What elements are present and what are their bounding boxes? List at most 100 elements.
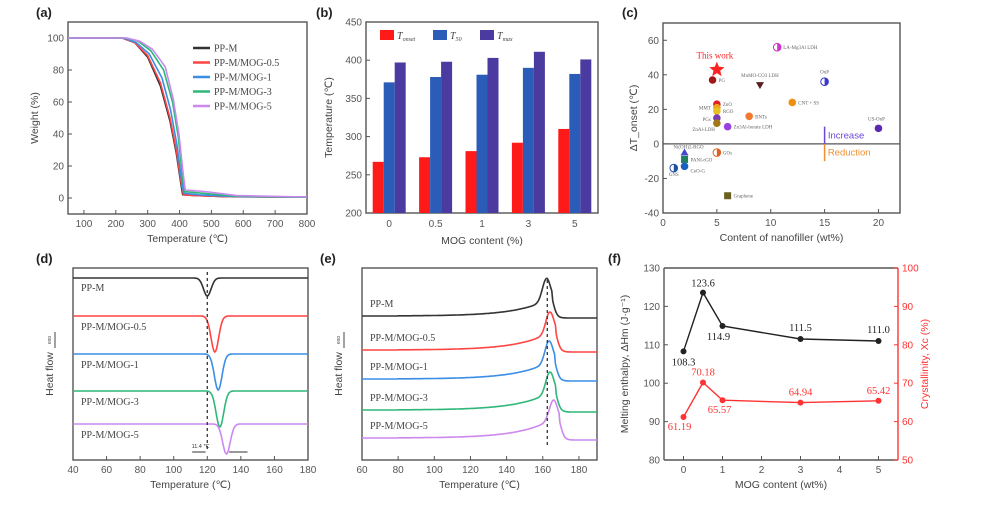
- x-tick-label: 10: [765, 218, 777, 229]
- y-tick-label: 400: [345, 56, 362, 67]
- x-tick-label: 80: [135, 465, 147, 476]
- point-label: Graphene: [734, 195, 754, 200]
- x-tick-label: 100: [426, 465, 443, 476]
- y-tick-label: -40: [645, 209, 660, 220]
- panel-c: (c) 0 5 10 15 20 -40 -20 0 20 40 60 Content of nanof…: [622, 5, 901, 244]
- x-tick-label: 800: [299, 219, 316, 230]
- x-tick-label: 160: [266, 465, 283, 476]
- plot-frame: [361, 267, 598, 461]
- x-tick-label: 5: [572, 219, 578, 230]
- y-right-axis-label: Crystallinity, Xc (%): [919, 319, 931, 409]
- x-tick-label: 40: [67, 465, 79, 476]
- curve-label: PP-M: [370, 299, 393, 310]
- legend-label: Tonset: [397, 31, 416, 43]
- legend-label: PP-M/MOG-5: [214, 102, 272, 113]
- y-axis-label: Temperature (℃): [323, 77, 335, 158]
- point-label: This work: [696, 51, 733, 61]
- panel-a: (a) 100 200 300 400 500 600 700 800 0 20 40 60 80 100 T…: [29, 5, 316, 245]
- y-axis-label: Heat flow: [44, 352, 56, 396]
- point-label: GNS: [669, 173, 679, 178]
- x-tick-label: 140: [498, 465, 515, 476]
- dsc-curve: [73, 315, 308, 354]
- data-point: [724, 192, 732, 200]
- panel-d: (d) 40 60 80 100 120 140 160 180 Temperature (℃) H…: [36, 251, 317, 491]
- curve-label: PP-M: [81, 283, 104, 294]
- x-tick-label: 0: [660, 218, 666, 229]
- dsc-curve: [73, 353, 308, 392]
- data-point-fill: [824, 77, 829, 86]
- bar: [441, 61, 453, 214]
- x-axis-label: MOG content (%): [441, 235, 523, 247]
- point-label: ZnO: [723, 103, 733, 108]
- bar: [533, 51, 545, 213]
- annotation-label: Increase: [828, 130, 864, 141]
- y-right-tick-label: 90: [902, 302, 914, 313]
- data-point: [700, 379, 706, 386]
- y-tick-label: 20: [648, 105, 660, 116]
- x-tick-label: 700: [267, 219, 284, 230]
- y-axis-label: ΔT_onset (℃): [628, 85, 640, 152]
- x-tick-label: 0: [681, 465, 687, 476]
- panel-f: (f) 0 1 2 3 4 5 80 90 100 110 120 130 50 60 70 80 90 100 MO…: [608, 251, 931, 491]
- annotation-label: Reduction: [828, 148, 871, 159]
- x-axis-label: Temperature (℃): [439, 479, 520, 491]
- point-label: MnMO-CO3 LDH: [741, 74, 779, 79]
- shift-annotation: 11.4 ℃: [192, 444, 211, 450]
- data-point: [680, 148, 689, 156]
- x-axis-label: MOG content (wt%): [735, 479, 827, 491]
- data-point: [680, 414, 687, 421]
- x-tick-label: 600: [235, 219, 252, 230]
- panel-label: (e): [320, 251, 336, 266]
- data-point: [719, 397, 726, 404]
- bar: [372, 161, 384, 213]
- data-label: 108.3: [672, 357, 696, 368]
- y-right-tick-label: 60: [902, 417, 914, 428]
- x-tick-label: 100: [165, 465, 182, 476]
- plot-frame: [72, 267, 309, 461]
- x-tick-label: 0.5: [429, 219, 443, 230]
- data-point: [680, 348, 687, 355]
- series-line: [68, 37, 308, 198]
- curve-label: PP-M/MOG-1: [81, 360, 139, 371]
- plot-frame: [67, 21, 308, 215]
- dsc-curve: [73, 390, 308, 429]
- exo-label: exo: [47, 336, 53, 344]
- curve-label: PP-M/MOG-0.5: [370, 333, 435, 344]
- point-label: US-OnP: [868, 117, 885, 122]
- y-tick-label: 20: [53, 162, 65, 173]
- data-label: 64.94: [789, 388, 813, 399]
- plot-frame: [662, 22, 901, 214]
- dsc-curve: [73, 277, 308, 297]
- y-tick-label: 60: [53, 98, 65, 109]
- data-point: [788, 98, 797, 107]
- curve-label: PP-M/MOG-3: [81, 397, 139, 408]
- y-right-tick-label: 100: [902, 264, 919, 275]
- point-label: PANI-rGO: [691, 158, 713, 163]
- legend-swatch: [380, 30, 394, 40]
- x-tick-label: 160: [534, 465, 551, 476]
- data-point-fill: [716, 148, 721, 157]
- point-label: Ni(OH)2-RGO: [673, 146, 704, 151]
- data-point: [713, 107, 721, 115]
- panel-e: (e) 60 80 100 120 140 160 180 Temperature (℃) Hea…: [320, 251, 598, 491]
- curve-label: PP-M/MOG-0.5: [81, 322, 146, 333]
- data-label: 111.5: [789, 323, 812, 334]
- bar: [580, 59, 592, 213]
- legend-label: Tmax: [497, 31, 513, 43]
- x-tick-label: 100: [76, 219, 93, 230]
- y-tick-label: 80: [53, 66, 65, 77]
- data-label: 70.18: [691, 368, 715, 379]
- panel-label: (d): [36, 251, 53, 266]
- data-point: [797, 399, 804, 406]
- x-tick-label: 5: [714, 218, 720, 229]
- x-tick-label: 120: [462, 465, 479, 476]
- panel-label: (b): [316, 5, 333, 20]
- y-tick-label: 100: [47, 34, 64, 45]
- y-right-tick-label: 80: [902, 340, 914, 351]
- curve-label: PP-M/MOG-3: [370, 393, 428, 404]
- x-axis-label: Temperature (℃): [150, 479, 231, 491]
- dsc-curve: [362, 399, 597, 441]
- dsc-curve: [362, 340, 597, 382]
- data-point-star: [709, 61, 725, 77]
